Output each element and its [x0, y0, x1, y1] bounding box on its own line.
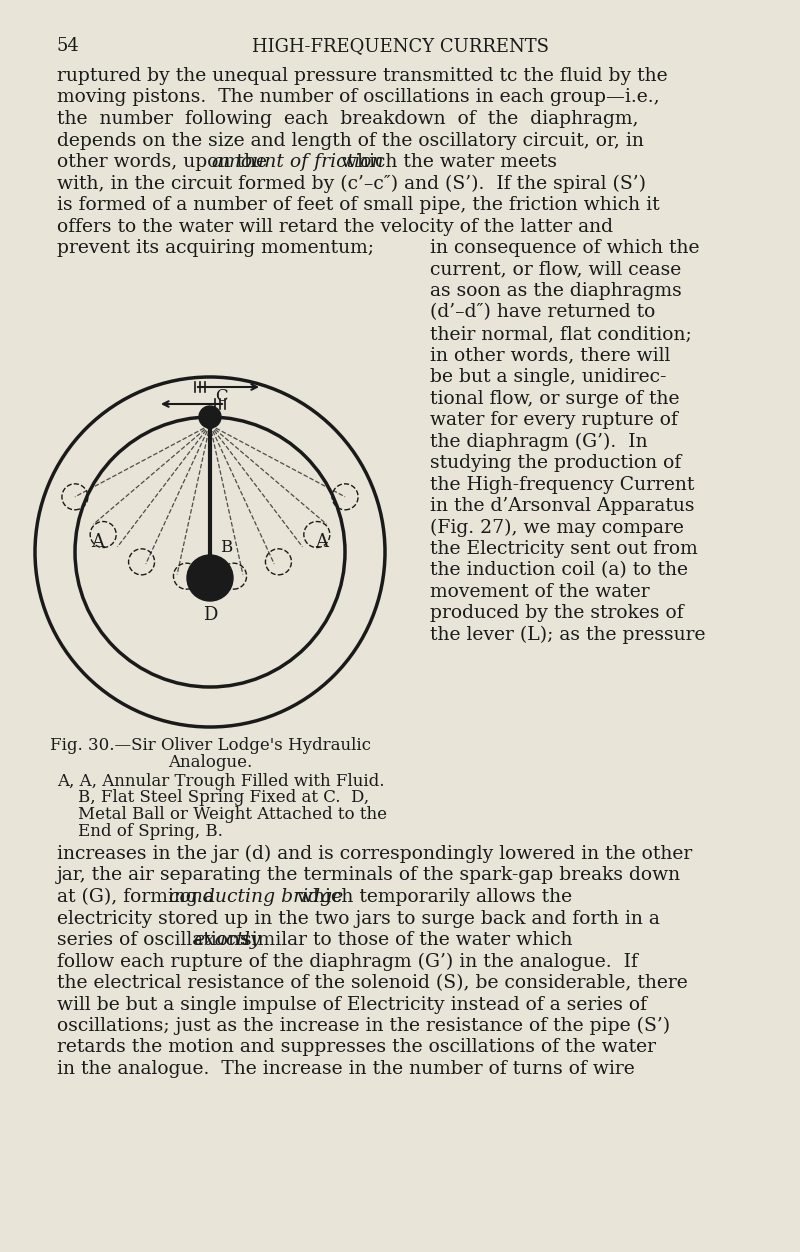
Circle shape	[199, 406, 221, 428]
Text: the  number  following  each  breakdown  of  the  diaphragm,: the number following each breakdown of t…	[57, 110, 638, 128]
Text: A: A	[315, 533, 329, 551]
Text: other words, upon the: other words, upon the	[57, 153, 273, 172]
Text: series of oscillations: series of oscillations	[57, 931, 256, 949]
Text: exactly: exactly	[193, 931, 261, 949]
Text: their normal, flat condition;: their normal, flat condition;	[430, 326, 692, 343]
Text: A: A	[91, 533, 105, 551]
Text: the diaphragm (G’).  In: the diaphragm (G’). In	[430, 432, 648, 451]
Text: in other words, there will: in other words, there will	[430, 347, 670, 364]
Text: at (G), forming a: at (G), forming a	[57, 888, 221, 906]
Text: tional flow, or surge of the: tional flow, or surge of the	[430, 389, 679, 407]
Text: A, A, Annular Trough Filled with Fluid.: A, A, Annular Trough Filled with Fluid.	[57, 772, 385, 790]
Text: the induction coil (a) to the: the induction coil (a) to the	[430, 561, 688, 580]
Text: jar, the air separating the terminals of the spark-gap breaks down: jar, the air separating the terminals of…	[57, 866, 681, 884]
Text: oscillations; just as the increase in the resistance of the pipe (S’): oscillations; just as the increase in th…	[57, 1017, 670, 1035]
Text: increases in the jar (d) and is correspondingly lowered in the other: increases in the jar (d) and is correspo…	[57, 845, 692, 863]
Text: moving pistons.  The number of oscillations in each group—i.e.,: moving pistons. The number of oscillatio…	[57, 89, 660, 106]
Text: 54: 54	[57, 38, 80, 55]
Text: which temporarily allows the: which temporarily allows the	[291, 888, 572, 906]
Text: produced by the strokes of: produced by the strokes of	[430, 605, 684, 622]
Text: D: D	[203, 606, 217, 623]
Text: in consequence of which the: in consequence of which the	[430, 239, 699, 257]
Text: offers to the water will retard the velocity of the latter and: offers to the water will retard the velo…	[57, 218, 613, 235]
Text: ruptured by the unequal pressure transmitted tc the fluid by the: ruptured by the unequal pressure transmi…	[57, 68, 668, 85]
Text: which the water meets: which the water meets	[335, 153, 557, 172]
Text: in the analogue.  The increase in the number of turns of wire: in the analogue. The increase in the num…	[57, 1060, 634, 1078]
Text: HIGH-FREQUENCY CURRENTS: HIGH-FREQUENCY CURRENTS	[251, 38, 549, 55]
Text: End of Spring, B.: End of Spring, B.	[57, 823, 223, 840]
Text: will be but a single impulse of Electricity instead of a series of: will be but a single impulse of Electric…	[57, 995, 647, 1014]
Text: (d’–d″) have returned to: (d’–d″) have returned to	[430, 303, 655, 322]
Text: Fig. 30.—Sir Oliver Lodge's Hydraulic: Fig. 30.—Sir Oliver Lodge's Hydraulic	[50, 737, 370, 754]
Text: the electrical resistance of the solenoid (S), be considerable, there: the electrical resistance of the solenoi…	[57, 974, 688, 992]
Text: depends on the size and length of the oscillatory circuit, or, in: depends on the size and length of the os…	[57, 131, 644, 149]
Text: with, in the circuit formed by (c’–c″) and (S’).  If the spiral (S’): with, in the circuit formed by (c’–c″) a…	[57, 174, 646, 193]
Text: movement of the water: movement of the water	[430, 583, 650, 601]
Text: the lever (L); as the pressure: the lever (L); as the pressure	[430, 626, 706, 645]
Text: B, Flat Steel Spring Fixed at C.  D,: B, Flat Steel Spring Fixed at C. D,	[57, 790, 369, 806]
Text: the Electricity sent out from: the Electricity sent out from	[430, 540, 698, 558]
Text: in the d’Arsonval Apparatus: in the d’Arsonval Apparatus	[430, 497, 694, 515]
Text: conducting bridge: conducting bridge	[169, 888, 343, 906]
Text: the High-frequency Current: the High-frequency Current	[430, 476, 694, 493]
Text: amount of friction: amount of friction	[212, 153, 383, 172]
Text: electricity stored up in the two jars to surge back and forth in a: electricity stored up in the two jars to…	[57, 909, 660, 928]
Text: water for every rupture of: water for every rupture of	[430, 411, 678, 429]
Text: studying the production of: studying the production of	[430, 454, 682, 472]
Text: is formed of a number of feet of small pipe, the friction which it: is formed of a number of feet of small p…	[57, 197, 660, 214]
Text: be but a single, unidirec-: be but a single, unidirec-	[430, 368, 666, 386]
Text: (Fig. 27), we may compare: (Fig. 27), we may compare	[430, 518, 684, 537]
Text: follow each rupture of the diaphragm (G’) in the analogue.  If: follow each rupture of the diaphragm (G’…	[57, 953, 638, 970]
Text: similar to those of the water which: similar to those of the water which	[236, 931, 573, 949]
Text: current, or flow, will cease: current, or flow, will cease	[430, 260, 682, 278]
Text: Analogue.: Analogue.	[168, 754, 252, 771]
Text: retards the motion and suppresses the oscillations of the water: retards the motion and suppresses the os…	[57, 1038, 656, 1057]
Text: as soon as the diaphragms: as soon as the diaphragms	[430, 282, 682, 300]
Text: Metal Ball or Weight Attached to the: Metal Ball or Weight Attached to the	[57, 806, 387, 823]
Text: C: C	[215, 388, 228, 404]
Text: B: B	[220, 538, 232, 556]
Circle shape	[187, 555, 233, 601]
Text: prevent its acquiring momentum;: prevent its acquiring momentum;	[57, 239, 374, 257]
